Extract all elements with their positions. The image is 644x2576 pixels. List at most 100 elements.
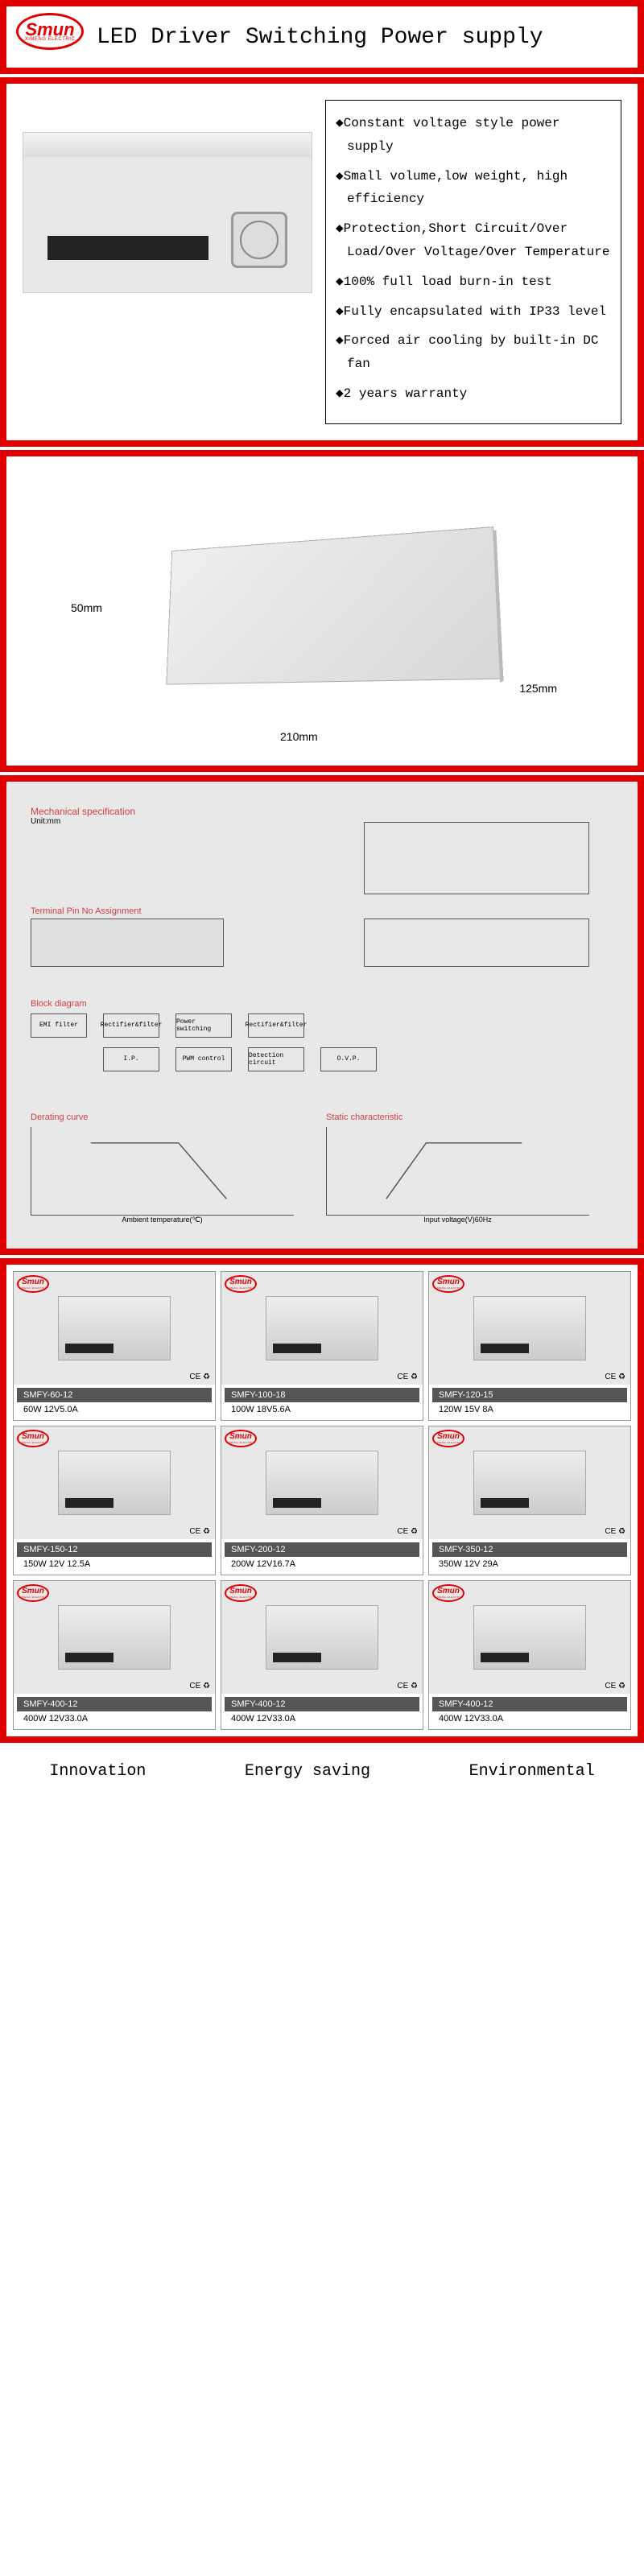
footer-tag: Environmental [469, 1762, 595, 1781]
flow-box: EMI filter [31, 1013, 87, 1038]
terminal-pin-table [31, 919, 224, 967]
ce-mark: CE ♻ [397, 1527, 418, 1536]
product-model: SMFY-150-12 [17, 1542, 212, 1557]
flow-box: Detection circuit [248, 1047, 304, 1071]
product-spec: 400W 12V33.0A [432, 1711, 627, 1726]
specification-section: Mechanical specification Unit:mm Termina… [0, 775, 644, 1255]
product-model: SMFY-120-15 [432, 1388, 627, 1402]
product-spec: 150W 12V 12.5A [17, 1557, 212, 1571]
product-card: Smun XIMENG ELECTRIC CE ♻ SMFY-100-18 10… [221, 1271, 423, 1421]
product-card: Smun XIMENG ELECTRIC CE ♻ SMFY-200-12 20… [221, 1426, 423, 1575]
feature-item: ◆Small volume,low weight, high efficienc… [336, 165, 611, 212]
psu-graphic [266, 1296, 378, 1360]
logo-sub-text: XIMENG ELECTRIC [16, 37, 84, 42]
psu-graphic [473, 1296, 586, 1360]
terminal-block-graphic [47, 236, 208, 260]
header-section: Smun XIMENG ELECTRIC LED Driver Switchin… [0, 0, 644, 74]
product-caption: SMFY-60-12 60W 12V5.0A [14, 1385, 215, 1420]
psu-graphic [58, 1605, 171, 1670]
product-thumb: Smun XIMENG ELECTRIC CE ♻ [429, 1581, 630, 1694]
ce-mark: CE ♻ [189, 1682, 210, 1690]
psu-graphic [58, 1451, 171, 1515]
product-caption: SMFY-200-12 200W 12V16.7A [221, 1539, 423, 1575]
product-spec: 400W 12V33.0A [17, 1711, 212, 1726]
product-card: Smun XIMENG ELECTRIC CE ♻ SMFY-400-12 40… [221, 1580, 423, 1730]
psu-graphic [266, 1451, 378, 1515]
brand-logo: Smun XIMENG ELECTRIC [16, 13, 84, 61]
thumb-logo: Smun XIMENG ELECTRIC [432, 1275, 464, 1294]
thumb-logo: Smun XIMENG ELECTRIC [432, 1430, 464, 1449]
dimension-depth: 125mm [519, 682, 557, 695]
thumb-logo: Smun XIMENG ELECTRIC [225, 1275, 257, 1294]
product-spec: 60W 12V5.0A [17, 1402, 212, 1417]
ce-mark: CE ♻ [397, 1373, 418, 1381]
static-title: Static characteristic [326, 1113, 589, 1122]
feature-item: ◆2 years warranty [336, 382, 611, 406]
fan-graphic [231, 212, 287, 268]
product-spec: 200W 12V16.7A [225, 1557, 419, 1571]
product-card: Smun XIMENG ELECTRIC CE ♻ SMFY-350-12 35… [428, 1426, 631, 1575]
top-view-drawing [364, 822, 589, 894]
product-thumb: Smun XIMENG ELECTRIC CE ♻ [14, 1426, 215, 1539]
feature-item: ◆Forced air cooling by built-in DC fan [336, 329, 611, 376]
derating-x-label: Ambient temperature(℃) [31, 1216, 294, 1224]
product-spec: 120W 15V 8A [432, 1402, 627, 1417]
feature-item: ◆Constant voltage style power supply [336, 112, 611, 159]
flow-box: Rectifier&filter [103, 1013, 159, 1038]
flow-box: O.V.P. [320, 1047, 377, 1071]
features-list: ◆Constant voltage style power supply ◆Sm… [325, 100, 621, 424]
feature-item: ◆100% full load burn-in test [336, 270, 611, 294]
feature-item: ◆Fully encapsulated with IP33 level [336, 300, 611, 324]
flow-box: Power switching [175, 1013, 232, 1038]
product-caption: SMFY-400-12 400W 12V33.0A [429, 1694, 630, 1729]
psu-graphic [473, 1451, 586, 1515]
static-characteristic-chart: Static characteristic Input voltage(V)60… [326, 1113, 589, 1224]
product-model: SMFY-400-12 [17, 1697, 212, 1711]
footer-tag: Energy saving [245, 1762, 370, 1781]
product-card: Smun XIMENG ELECTRIC CE ♻ SMFY-400-12 40… [13, 1580, 216, 1730]
dimensions-section: 50mm 210mm 125mm [0, 450, 644, 772]
ce-mark: CE ♻ [397, 1682, 418, 1690]
feature-item: ◆Protection,Short Circuit/Over Load/Over… [336, 217, 611, 264]
dimension-height: 50mm [71, 601, 102, 614]
ce-mark: CE ♻ [605, 1527, 625, 1536]
product-spec: 400W 12V33.0A [225, 1711, 419, 1726]
product-card: Smun XIMENG ELECTRIC CE ♻ SMFY-400-12 40… [428, 1580, 631, 1730]
product-model: SMFY-60-12 [17, 1388, 212, 1402]
product-3d-graphic [166, 526, 501, 685]
product-card: Smun XIMENG ELECTRIC CE ♻ SMFY-120-15 12… [428, 1271, 631, 1421]
flow-box: Rectifier&filter [248, 1013, 304, 1038]
product-grid-section: Smun XIMENG ELECTRIC CE ♻ SMFY-60-12 60W… [0, 1258, 644, 1743]
derating-line-icon [31, 1127, 294, 1215]
thumb-logo: Smun XIMENG ELECTRIC [225, 1430, 257, 1449]
dimension-width: 210mm [280, 730, 318, 743]
product-grid: Smun XIMENG ELECTRIC CE ♻ SMFY-60-12 60W… [13, 1271, 631, 1730]
product-thumb: Smun XIMENG ELECTRIC CE ♻ [429, 1272, 630, 1385]
footer-tag: Innovation [49, 1762, 146, 1781]
static-x-label: Input voltage(V)60Hz [326, 1216, 589, 1224]
product-spec: 100W 18V5.6A [225, 1402, 419, 1417]
thumb-logo: Smun XIMENG ELECTRIC [17, 1584, 49, 1604]
psu-graphic [58, 1296, 171, 1360]
ce-mark: CE ♻ [189, 1527, 210, 1536]
product-caption: SMFY-100-18 100W 18V5.6A [221, 1385, 423, 1420]
flow-box: PWM control [175, 1047, 232, 1071]
derating-curve-chart: Derating curve Ambient temperature(℃) [31, 1113, 294, 1224]
product-model: SMFY-100-18 [225, 1388, 419, 1402]
product-caption: SMFY-120-15 120W 15V 8A [429, 1385, 630, 1420]
product-thumb: Smun XIMENG ELECTRIC CE ♻ [221, 1581, 423, 1694]
features-section: ◆Constant voltage style power supply ◆Sm… [0, 77, 644, 447]
thumb-logo: Smun XIMENG ELECTRIC [17, 1430, 49, 1449]
product-model: SMFY-400-12 [225, 1697, 419, 1711]
terminal-title: Terminal Pin No Assignment [31, 906, 142, 916]
product-spec: 350W 12V 29A [432, 1557, 627, 1571]
psu-graphic [266, 1605, 378, 1670]
product-caption: SMFY-400-12 400W 12V33.0A [221, 1694, 423, 1729]
thumb-logo: Smun XIMENG ELECTRIC [17, 1275, 49, 1294]
psu-graphic [473, 1605, 586, 1670]
product-hero-image [23, 132, 312, 293]
block-diagram: Block diagram EMI filter Rectifier&filte… [31, 999, 589, 1088]
product-thumb: Smun XIMENG ELECTRIC CE ♻ [14, 1581, 215, 1694]
block-diagram-title: Block diagram [31, 999, 589, 1009]
product-model: SMFY-200-12 [225, 1542, 419, 1557]
